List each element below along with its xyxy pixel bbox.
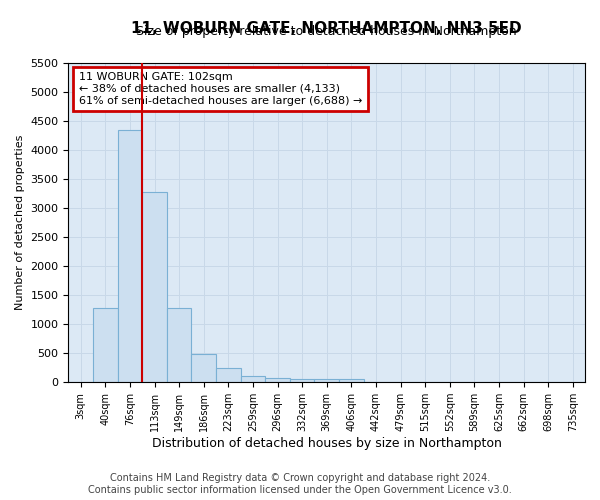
Bar	[118, 130, 142, 382]
Text: 11 WOBURN GATE: 102sqm
← 38% of detached houses are smaller (4,133)
61% of semi-: 11 WOBURN GATE: 102sqm ← 38% of detached…	[79, 72, 362, 106]
X-axis label: Distribution of detached houses by size in Northampton: Distribution of detached houses by size …	[152, 437, 502, 450]
Bar	[241, 376, 265, 382]
Bar	[265, 378, 290, 382]
Title: Size of property relative to detached houses in Northampton: Size of property relative to detached ho…	[136, 25, 517, 38]
Text: Contains HM Land Registry data © Crown copyright and database right 2024.
Contai: Contains HM Land Registry data © Crown c…	[88, 474, 512, 495]
Bar	[167, 308, 191, 382]
Bar	[290, 378, 314, 382]
Bar	[93, 308, 118, 382]
Bar	[216, 368, 241, 382]
Text: 11, WOBURN GATE, NORTHAMPTON, NN3 5ED: 11, WOBURN GATE, NORTHAMPTON, NN3 5ED	[131, 20, 522, 36]
Bar	[339, 378, 364, 382]
Y-axis label: Number of detached properties: Number of detached properties	[15, 135, 25, 310]
Bar	[142, 192, 167, 382]
Bar	[314, 378, 339, 382]
Bar	[191, 354, 216, 382]
